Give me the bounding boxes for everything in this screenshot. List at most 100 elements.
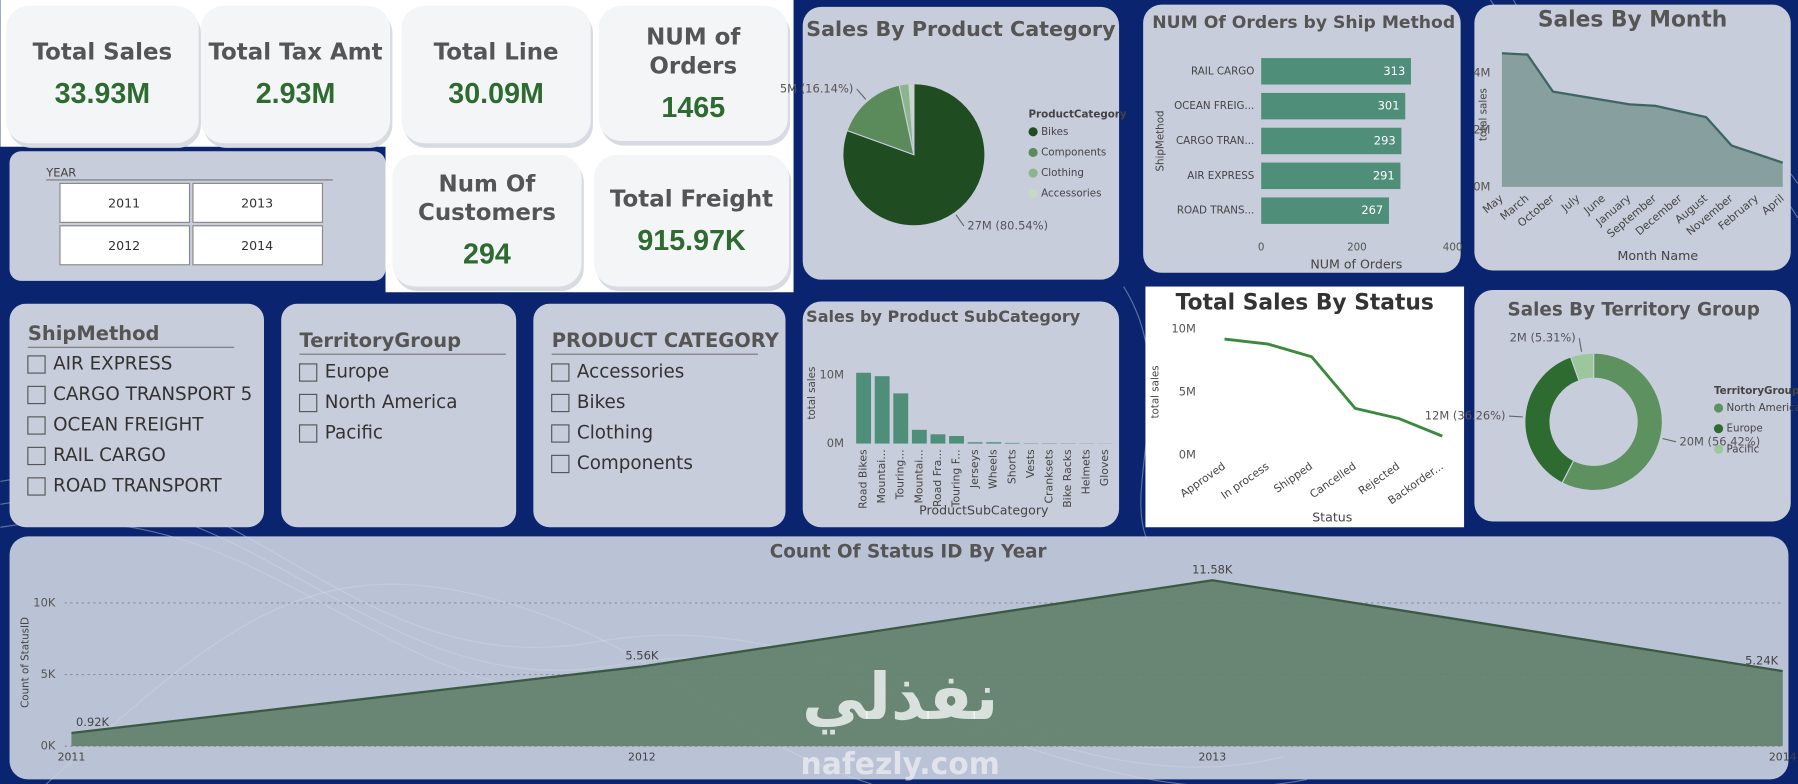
y-tick-label: 4M	[1473, 66, 1490, 80]
slicer-title: TerritoryGroup	[300, 329, 462, 352]
slicer-panel	[533, 303, 786, 528]
x-tick-label: Touring...	[894, 449, 907, 500]
card	[401, 5, 591, 144]
bar	[911, 429, 927, 444]
card-label: NUM of Orders	[646, 22, 741, 79]
legend-swatch	[1713, 403, 1724, 413]
slicer-item[interactable]: Clothing	[577, 422, 653, 443]
slicers: YEAR 2011 2013 2012 2014 ShipMethod AIR EXPRES…	[9, 151, 786, 528]
card-content: Total Line 30.09M	[402, 6, 591, 144]
legend-label: Pacific	[1727, 443, 1760, 455]
checkbox[interactable]	[27, 477, 46, 496]
slicer-item[interactable]: 2012	[108, 238, 140, 253]
x-tick-label: Mountai...	[912, 449, 925, 503]
checkbox[interactable]	[551, 424, 570, 443]
x-tick-label: 2013	[1198, 751, 1226, 764]
area-fill	[71, 580, 1783, 747]
bar	[967, 442, 983, 444]
bar	[856, 372, 872, 444]
x-tick-label: Touring F...	[950, 449, 963, 508]
checkbox[interactable]	[551, 393, 570, 413]
chart-title: Sales By Territory Group	[1508, 300, 1760, 321]
legend-label: North America	[1727, 402, 1798, 414]
card-body: NUM of Orders 1465	[599, 6, 788, 141]
legend-label: Europe	[1727, 423, 1763, 435]
x-tick-label: Helmets	[1080, 449, 1093, 494]
card-body: Total Freight 915.97K	[594, 155, 789, 287]
slicer-item[interactable]: 2011	[108, 196, 140, 211]
checkbox[interactable]	[298, 424, 318, 443]
card-body: Total Line 30.09M	[402, 6, 591, 144]
chart-panel	[802, 301, 1120, 528]
slicer-button[interactable]	[192, 225, 324, 266]
x-tick-label: 0	[1258, 242, 1265, 254]
data-label: 2M (5.31%)	[1510, 331, 1576, 345]
checkbox[interactable]	[27, 355, 46, 374]
y-axis-title: ShipMethod	[1154, 110, 1166, 171]
bar	[1261, 58, 1411, 85]
card	[392, 154, 582, 287]
card-value: 33.93M	[54, 77, 151, 111]
slicer-item[interactable]: Components	[577, 453, 693, 474]
legend-swatch	[1028, 168, 1038, 178]
slicer-item[interactable]: North America	[325, 392, 458, 413]
y-tick-label: 5M	[1179, 384, 1196, 398]
y-tick-label: 0M	[1179, 448, 1196, 462]
slicer-item[interactable]: 2013	[241, 196, 273, 211]
legend-label: Bikes	[1041, 126, 1068, 138]
bar	[874, 376, 890, 444]
data-label: 11.58K	[1192, 562, 1233, 576]
slicer-item[interactable]: Accessories	[577, 362, 684, 383]
data-label: 5.56K	[625, 649, 659, 663]
slicer-title: YEAR	[45, 166, 76, 180]
y-tick-label: 0M	[1473, 179, 1490, 193]
legend-label: Accessories	[1041, 188, 1101, 200]
y-tick-label: AIR EXPRESS	[1187, 170, 1254, 182]
charts: Sales By Product Category 27M (80.54%) 5M …	[9, 4, 1798, 780]
y-tick-label: 10M	[1171, 321, 1195, 335]
slicer-item[interactable]: Pacific	[325, 422, 383, 443]
slicer-item[interactable]: RAIL CARGO	[53, 445, 166, 466]
bar	[986, 442, 1002, 444]
y-tick-label: RAIL CARGO	[1191, 65, 1254, 77]
slicer-item[interactable]: CARGO TRANSPORT 5	[53, 384, 252, 405]
card-value: 1465	[661, 91, 726, 124]
card-value: 294	[463, 238, 511, 271]
legend-label: Components	[1041, 146, 1106, 158]
leader-line	[1662, 438, 1677, 443]
y-axis-title: total sales	[806, 367, 818, 420]
card-label: Total Line	[433, 37, 559, 66]
slicer-button[interactable]	[192, 182, 324, 223]
slicer-item[interactable]: Europe	[325, 362, 389, 383]
bar	[949, 436, 964, 444]
card-label: Total Tax Amt	[208, 37, 383, 66]
chart-title: Sales by Product SubCategory	[806, 307, 1081, 326]
checkbox[interactable]	[298, 363, 318, 382]
slicer-item[interactable]: AIR EXPRESS	[53, 353, 172, 374]
slicer-button[interactable]	[59, 182, 191, 223]
slicer-item[interactable]: ROAD TRANSPORT	[53, 475, 222, 496]
slicer-item[interactable]: OCEAN FREIGHT	[53, 414, 204, 435]
checkbox[interactable]	[27, 446, 46, 466]
data-label: 5M (16.14%)	[780, 81, 853, 95]
data-label: 5.24K	[1745, 653, 1779, 667]
legend-swatch	[1713, 444, 1724, 454]
slicer-button[interactable]	[59, 225, 191, 266]
data-label: 27M (80.54%)	[967, 219, 1048, 233]
checkbox[interactable]	[551, 363, 570, 382]
slice	[1524, 356, 1580, 484]
checkbox[interactable]	[551, 454, 570, 474]
x-tick-label: Mountai...	[875, 449, 888, 503]
legend-swatch	[1713, 424, 1724, 434]
slicer-item[interactable]: Bikes	[577, 392, 625, 413]
legend-swatch	[1028, 189, 1038, 199]
bar	[1261, 162, 1401, 190]
x-tick-label: Jerseys	[968, 449, 981, 489]
checkbox[interactable]	[27, 385, 46, 405]
checkbox[interactable]	[298, 393, 318, 413]
area-fill	[1501, 53, 1783, 187]
card-content: Total Sales 33.93M	[33, 38, 173, 111]
slicer-item[interactable]: 2014	[241, 238, 273, 253]
checkbox[interactable]	[27, 416, 46, 435]
card	[6, 5, 199, 144]
